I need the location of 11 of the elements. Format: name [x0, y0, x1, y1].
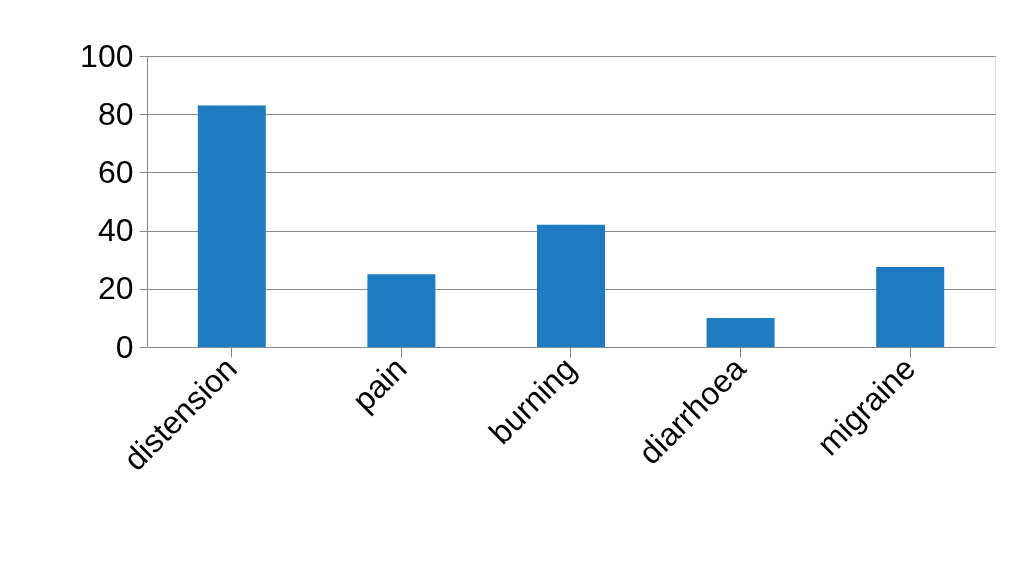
- y-tick-label: 20: [97, 270, 134, 307]
- bar: [876, 266, 945, 347]
- y-tick-label: 60: [97, 153, 134, 190]
- y-tick-label: 0: [115, 328, 134, 365]
- bar: [706, 317, 775, 347]
- y-tick-label: 80: [97, 95, 134, 132]
- bar: [537, 224, 605, 347]
- bar: [367, 274, 436, 347]
- bar: [197, 105, 266, 347]
- y-tick-label: 100: [80, 37, 134, 74]
- y-tick-label: 40: [97, 212, 134, 249]
